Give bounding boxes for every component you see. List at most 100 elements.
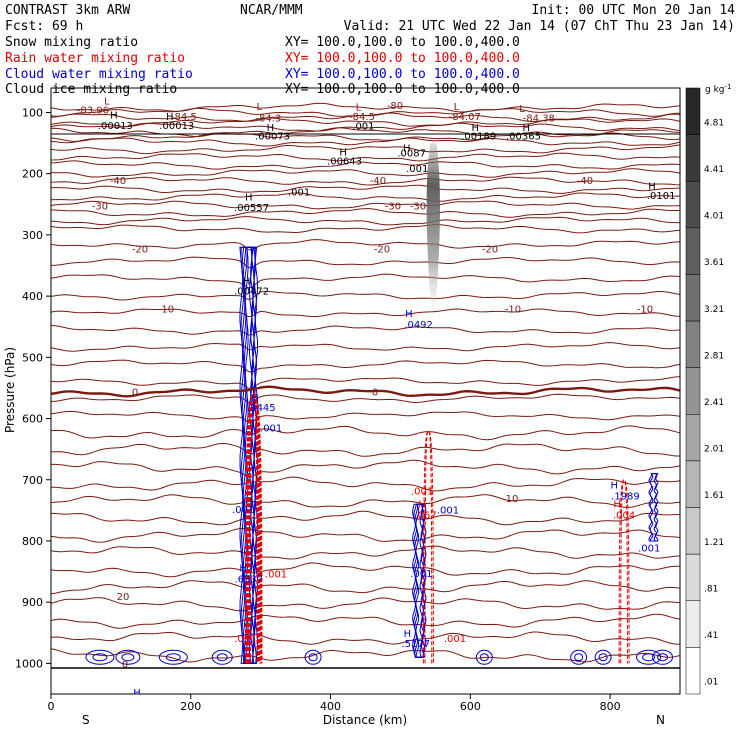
theta-line	[51, 122, 680, 132]
temperature-contour-label: -40	[577, 176, 593, 187]
cloud-contour	[304, 649, 322, 665]
north-endpoint-label: N	[656, 713, 665, 727]
extremum-label: .00472	[234, 286, 269, 297]
temperature-contour-label: 10	[38, 494, 51, 505]
extremum-label: H	[403, 144, 411, 155]
temperature-contour-label: 0	[132, 388, 138, 399]
extremum-label: L	[519, 104, 525, 115]
y-tick-label: 100	[22, 106, 43, 119]
temperature-contour-label: -20	[482, 244, 498, 255]
theta-line	[51, 160, 680, 170]
extremum-label: L	[256, 102, 262, 113]
theta-line	[51, 117, 680, 128]
cloud-contour	[239, 246, 259, 664]
extremum-label: .0844	[545, 709, 574, 720]
colorbar-label: 2.01	[704, 445, 724, 455]
y-tick-label: 500	[22, 351, 43, 364]
colorbar-label: 1.61	[704, 491, 724, 501]
extremum-label: .001	[234, 634, 256, 645]
colorbar-label: .81	[704, 584, 718, 594]
extremum-label: H	[655, 698, 663, 709]
colorbar-swatch	[685, 600, 701, 648]
extremum-label: H	[267, 123, 275, 134]
extremum-label: H	[311, 698, 319, 709]
colorbar-unit-base: g kg	[705, 85, 725, 95]
theta-line	[51, 393, 680, 404]
colorbar-unit-exp: -1	[725, 83, 732, 91]
plot-frame	[50, 87, 681, 695]
extremum-label: .703	[265, 709, 287, 720]
cloud-contour	[475, 649, 493, 665]
cloud-contour	[121, 653, 135, 662]
theta-line	[51, 176, 680, 186]
theta-contours	[51, 102, 680, 663]
extremum-label: .4588	[129, 698, 158, 709]
theta-line	[51, 359, 680, 373]
theta-line	[51, 102, 680, 113]
theta-line	[51, 342, 680, 352]
extremum-label: .801	[237, 717, 259, 728]
cloud-contour	[479, 653, 489, 662]
x-tick-label: 0	[48, 700, 55, 713]
extremum-label: .117	[405, 717, 427, 728]
cloud-contour	[642, 653, 656, 662]
theta-line	[51, 410, 680, 423]
temperature-contour-label: -30	[722, 202, 738, 213]
extremum-label: .00013	[98, 121, 133, 132]
field-snow-label: Snow mixing ratio	[5, 35, 138, 50]
theta-line	[51, 631, 680, 645]
theta-line	[51, 308, 680, 318]
extremum-label: .067	[414, 510, 436, 521]
colorbar-label: .01	[704, 678, 718, 688]
extremum-label: H	[648, 182, 656, 193]
extremum-label: H	[376, 698, 384, 709]
extremum-label: .00013	[159, 121, 194, 132]
theta-line	[51, 239, 680, 251]
colorbar-swatch	[685, 367, 701, 415]
theta-line	[51, 442, 680, 457]
cloud-contour	[216, 653, 228, 662]
temperature-contour-label: -30	[385, 202, 401, 213]
extremum-label: .0087	[397, 149, 426, 160]
colorbar-swatch	[685, 87, 701, 135]
colorbar-label: .41	[704, 631, 718, 641]
field-rain-xy: XY= 100.0,100.0 to 100.0,400.0	[285, 51, 520, 66]
extremum-label: .00365	[506, 131, 541, 142]
colorbar-swatch	[685, 460, 701, 508]
cloud-contour	[648, 473, 659, 542]
y-axis: 100 200 300 400 500 600 700 800 900 1000	[15, 106, 51, 670]
colorbar-label: 3.61	[704, 258, 724, 268]
y-tick-label: 300	[22, 229, 43, 242]
rain-contour	[422, 430, 434, 664]
extremum-label: H	[251, 393, 259, 404]
x-tick-label: 400	[320, 700, 341, 713]
extremum-label: -84.5	[171, 112, 197, 123]
temperature-contour-label: -10	[158, 304, 174, 315]
temperature-contour-label: -20	[132, 244, 148, 255]
extremum-label: H	[409, 698, 417, 709]
cloud-contour	[570, 649, 588, 665]
colorbar-swatch	[685, 180, 701, 229]
theta-line	[51, 494, 680, 508]
cloud-contour	[636, 649, 662, 665]
y-tick-label: 600	[22, 413, 43, 426]
extremum-label: .001	[410, 569, 432, 580]
theta-line	[51, 192, 680, 202]
extremum-label: .1989	[611, 491, 640, 502]
extremum-label: H	[133, 688, 141, 699]
extremum-label: .00189	[461, 131, 496, 142]
theta-line	[51, 459, 680, 478]
x-tick-label: 800	[600, 700, 621, 713]
theta-line	[51, 527, 680, 543]
theta-line	[51, 597, 680, 612]
extremum-label: H	[471, 123, 479, 134]
colorbar-swatch	[685, 320, 701, 368]
cloud-contour	[657, 653, 669, 662]
theta-line	[51, 200, 680, 210]
colorbar-swatch	[685, 647, 701, 695]
theta-line	[51, 132, 680, 142]
temperature-contour-label: 0	[372, 388, 378, 399]
header-model: CONTRAST 3km ARW	[5, 3, 130, 18]
theta-line	[51, 325, 680, 336]
